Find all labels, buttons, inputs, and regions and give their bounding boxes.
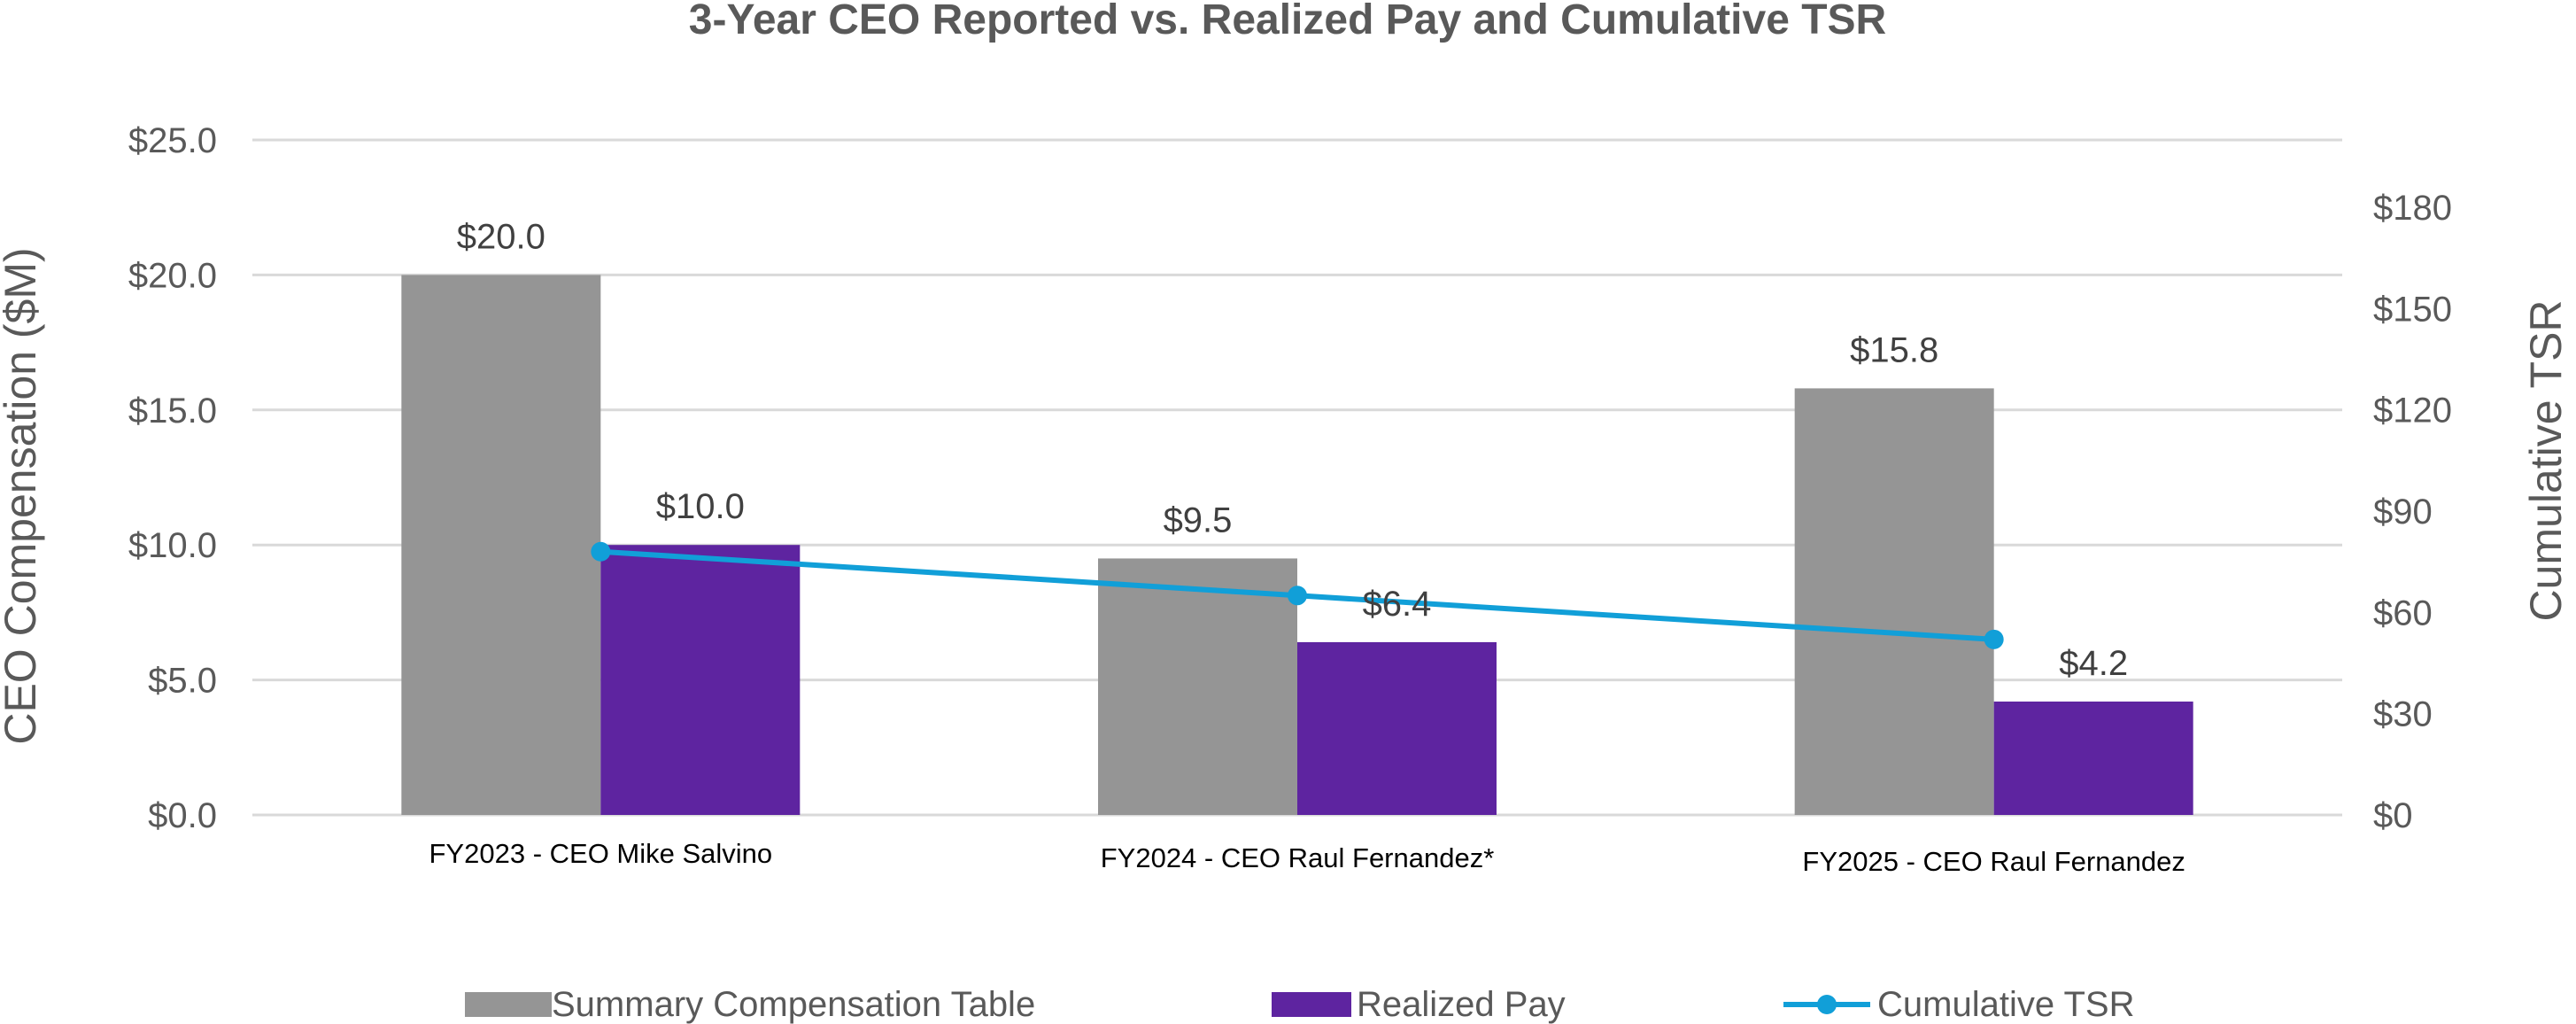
data-label-summary-compensation-table: $15.8 bbox=[1850, 330, 1938, 369]
tsr-point bbox=[1288, 586, 1307, 606]
right-tick-label: $180 bbox=[2373, 189, 2452, 228]
category-labels: FY2023 - CEO Mike Salvino FY2024 - CEO Ra… bbox=[429, 838, 2185, 877]
tsr-line bbox=[591, 541, 2004, 649]
right-tick-label: $150 bbox=[2373, 290, 2452, 329]
chart-title: 3-Year CEO Reported vs. Realized Pay and… bbox=[689, 0, 1886, 43]
category-label: FY2023 - CEO Mike Salvino bbox=[429, 838, 773, 869]
bar-realized-pay bbox=[600, 545, 801, 815]
bar-summary-compensation-table bbox=[401, 275, 601, 815]
right-axis-title: Cumulative TSR bbox=[2521, 299, 2571, 621]
category-label: FY2025 - CEO Raul Fernandez bbox=[1802, 846, 2185, 877]
data-label-realized-pay: $4.2 bbox=[2059, 644, 2128, 683]
right-tick-label: $60 bbox=[2373, 593, 2433, 632]
legend-label-cumulative-tsr: Cumulative TSR bbox=[1877, 985, 2134, 1024]
category-label: FY2024 - CEO Raul Fernandez* bbox=[1101, 842, 1495, 873]
right-tick-label: $0 bbox=[2373, 796, 2413, 835]
left-tick-label: $15.0 bbox=[128, 392, 217, 431]
left-tick-label: $20.0 bbox=[128, 256, 217, 295]
tsr-point bbox=[1984, 629, 2004, 649]
bar-realized-pay bbox=[1993, 701, 2193, 815]
data-label-summary-compensation-table: $20.0 bbox=[457, 217, 545, 256]
right-axis-ticks: $0 $30 $60 $90 $120 $150 $180 bbox=[2373, 189, 2452, 835]
legend-swatch-summary-compensation bbox=[465, 992, 552, 1017]
right-tick-label: $120 bbox=[2373, 392, 2452, 431]
bar-summary-compensation-table bbox=[1098, 558, 1297, 815]
legend-swatch-realized-pay bbox=[1272, 992, 1351, 1017]
data-labels: $20.0 $10.0 $9.5 $6.4 $15.8 $4.2 bbox=[457, 217, 2128, 683]
data-label-realized-pay: $6.4 bbox=[1363, 585, 1432, 624]
left-axis-title: CEO Compensation ($M) bbox=[0, 247, 45, 744]
data-label-summary-compensation-table: $9.5 bbox=[1164, 500, 1233, 539]
right-tick-label: $30 bbox=[2373, 695, 2433, 734]
legend-label-summary-compensation: Summary Compensation Table bbox=[552, 985, 1035, 1024]
left-axis-ticks: $0.0 $5.0 $10.0 $15.0 $20.0 $25.0 bbox=[128, 121, 217, 835]
right-tick-label: $90 bbox=[2373, 493, 2433, 531]
bars bbox=[401, 275, 2193, 815]
bar-realized-pay bbox=[1297, 641, 1497, 815]
left-tick-label: $5.0 bbox=[148, 662, 217, 701]
legend: Summary Compensation Table Realized Pay … bbox=[465, 985, 2134, 1024]
left-tick-label: $0.0 bbox=[148, 796, 217, 835]
bar-summary-compensation-table bbox=[1794, 388, 1994, 815]
data-label-realized-pay: $10.0 bbox=[656, 487, 745, 526]
left-tick-label: $10.0 bbox=[128, 526, 217, 565]
legend-label-realized-pay: Realized Pay bbox=[1357, 985, 1566, 1024]
tsr-point bbox=[591, 541, 611, 562]
legend-marker-cumulative-tsr bbox=[1817, 995, 1837, 1014]
left-tick-label: $25.0 bbox=[128, 121, 217, 160]
